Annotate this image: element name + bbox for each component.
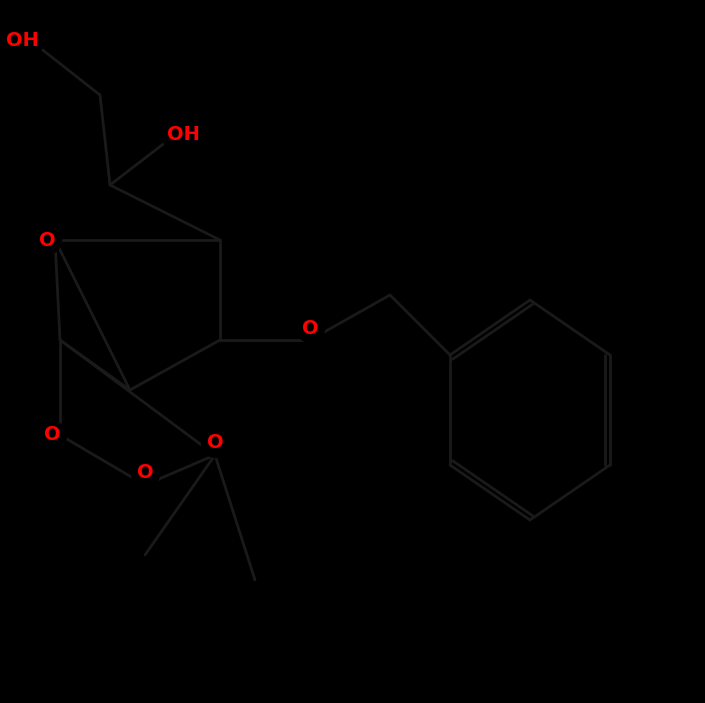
Text: O: O [39, 231, 55, 250]
Text: O: O [207, 434, 223, 453]
Text: OH: OH [166, 126, 200, 145]
Text: OH: OH [6, 30, 39, 49]
Text: O: O [302, 318, 319, 337]
Text: O: O [44, 425, 61, 444]
Text: O: O [137, 463, 153, 482]
